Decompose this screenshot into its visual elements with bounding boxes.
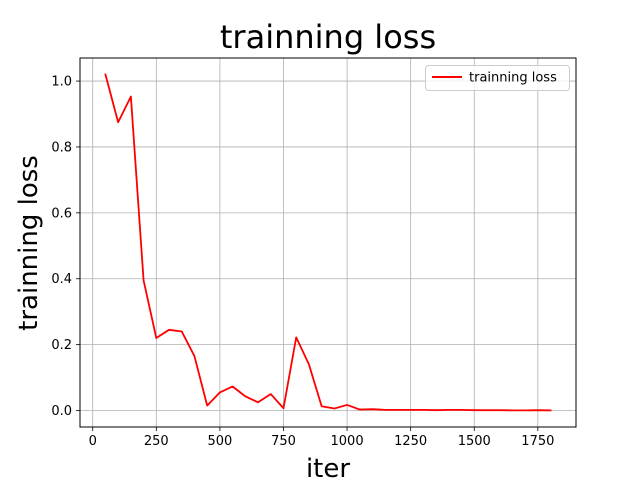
y-tick-label: 1.0 [51, 75, 72, 90]
x-axis-ticks: 0 250 500 750 1000 1250 1500 1750 [89, 427, 554, 449]
x-axis-label: iter [306, 454, 350, 480]
x-tick-label: 1750 [521, 434, 554, 449]
plot-frame [79, 57, 577, 428]
series-layer [104, 73, 552, 412]
y-tick-label: 0.0 [51, 404, 72, 419]
x-tick-label: 1500 [458, 434, 491, 449]
series-line-trainning-loss [104, 73, 552, 412]
x-tick-label: 1000 [331, 434, 364, 449]
y-axis-ticks: 0.0 0.2 0.4 0.6 0.8 1.0 [51, 75, 80, 419]
legend-box [425, 65, 570, 91]
x-tick-label: 1250 [394, 434, 427, 449]
y-tick-label: 0.6 [51, 206, 72, 221]
y-tick-label: 0.2 [51, 338, 72, 353]
x-tick-label: 750 [271, 434, 296, 449]
y-tick-label: 0.8 [51, 140, 72, 155]
chart-title: trainning loss [220, 18, 436, 56]
x-tick-label: 250 [144, 434, 169, 449]
legend: trainning loss [425, 65, 570, 91]
y-axis-label: trainning loss [14, 155, 44, 331]
x-tick-label: 500 [207, 434, 232, 449]
legend-label: trainning loss [469, 71, 557, 86]
y-tick-label: 0.4 [51, 272, 72, 287]
grid [80, 58, 576, 427]
x-tick-label: 0 [89, 434, 97, 449]
